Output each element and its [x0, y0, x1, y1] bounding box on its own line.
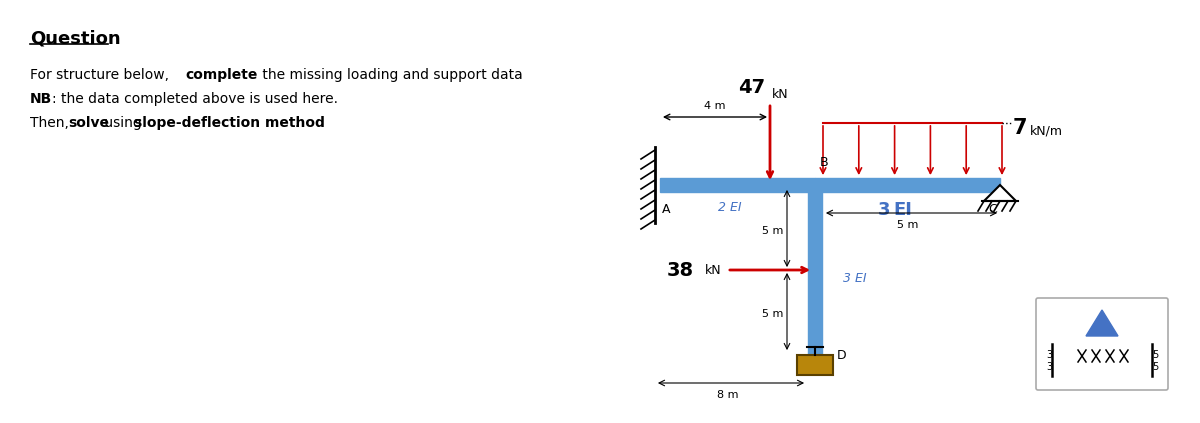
- Polygon shape: [815, 178, 1000, 192]
- Text: Then,: Then,: [30, 116, 73, 130]
- Text: kN: kN: [772, 88, 788, 101]
- Text: 4 m: 4 m: [704, 101, 726, 111]
- Polygon shape: [808, 185, 822, 355]
- Text: 3: 3: [1046, 350, 1052, 360]
- Text: 5: 5: [1152, 362, 1158, 372]
- Text: 5 m: 5 m: [762, 226, 784, 236]
- Text: B: B: [820, 156, 829, 169]
- Text: D: D: [838, 349, 847, 362]
- Text: C: C: [989, 203, 997, 216]
- Text: 3: 3: [878, 201, 890, 219]
- Text: the missing loading and support data: the missing loading and support data: [258, 68, 523, 82]
- Text: 3 EI: 3 EI: [842, 272, 866, 285]
- Text: 7: 7: [1013, 118, 1027, 138]
- Text: using: using: [100, 116, 146, 130]
- Text: 5: 5: [1152, 350, 1158, 360]
- Text: A: A: [662, 203, 671, 216]
- Text: 3: 3: [1046, 362, 1052, 372]
- FancyBboxPatch shape: [1036, 298, 1168, 390]
- Text: solve: solve: [68, 116, 109, 130]
- Text: 47: 47: [738, 78, 766, 97]
- Text: slope-deflection method: slope-deflection method: [134, 116, 325, 130]
- Text: EI: EI: [893, 201, 912, 219]
- Text: 5 m: 5 m: [762, 309, 784, 319]
- Bar: [797, 355, 833, 375]
- Text: 8 m: 8 m: [716, 390, 738, 400]
- Text: 5 m: 5 m: [896, 220, 918, 230]
- Polygon shape: [984, 185, 1016, 201]
- Text: 38: 38: [667, 261, 694, 280]
- Text: For structure below,: For structure below,: [30, 68, 173, 82]
- Text: : the data completed above is used here.: : the data completed above is used here.: [52, 92, 338, 106]
- Polygon shape: [660, 178, 815, 192]
- Text: complete: complete: [185, 68, 257, 82]
- Text: .: .: [295, 116, 299, 130]
- Text: 2 EI: 2 EI: [718, 201, 742, 214]
- Polygon shape: [1086, 310, 1118, 336]
- Text: Question: Question: [30, 30, 121, 48]
- Text: kN/m: kN/m: [1030, 125, 1063, 138]
- Text: NB: NB: [30, 92, 53, 106]
- Text: kN: kN: [706, 264, 721, 277]
